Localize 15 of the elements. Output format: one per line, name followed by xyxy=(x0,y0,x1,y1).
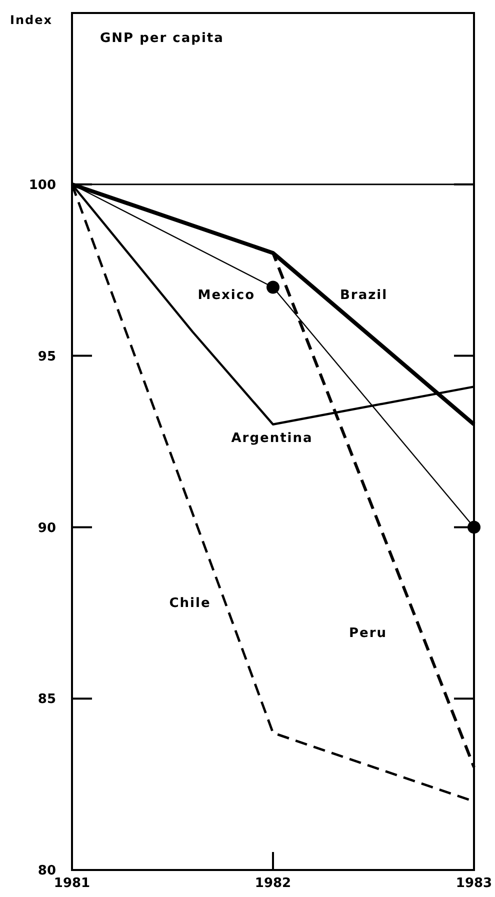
x-tick-label: 1982 xyxy=(254,876,292,891)
series-label: Brazil xyxy=(340,288,388,303)
y-tick-label: 100 xyxy=(28,178,56,193)
series-label: Chile xyxy=(169,596,211,611)
series-label: Mexico xyxy=(198,288,255,303)
y-tick-label: 85 xyxy=(38,692,56,708)
y-axis-title: Index xyxy=(10,13,52,27)
x-tick-label: 1981 xyxy=(54,876,90,891)
y-tick-label: 90 xyxy=(38,520,56,536)
y-tick-label: 80 xyxy=(38,864,56,879)
text: Peru xyxy=(348,626,388,641)
text: GNP per capita xyxy=(100,31,224,46)
y-tick-label: 95 xyxy=(38,349,56,364)
x-tick-label: 1983 xyxy=(456,876,492,891)
series-label: Argentina xyxy=(231,431,313,446)
